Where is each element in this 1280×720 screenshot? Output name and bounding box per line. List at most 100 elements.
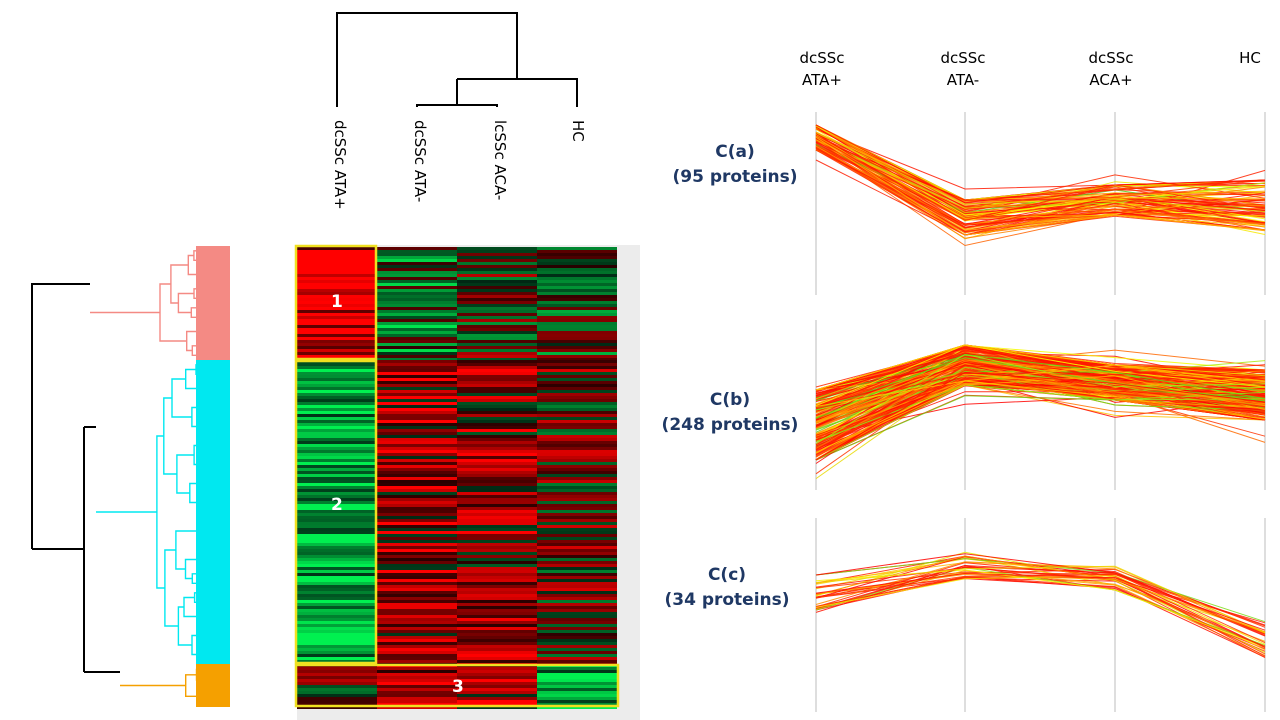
heatmap-cell (457, 603, 537, 606)
heatmap-cell (457, 375, 537, 378)
heatmap-cell (377, 286, 457, 289)
heatmap-cell (457, 561, 537, 564)
heatmap-cell (537, 399, 617, 402)
heatmap-cell (457, 390, 537, 393)
heatmap-cell (537, 534, 617, 537)
heatmap-cell (377, 636, 457, 639)
heatmap-cell (297, 537, 377, 540)
heatmap-cell (537, 325, 617, 328)
heatmap-cell (297, 540, 377, 543)
heatmap-cell (297, 372, 377, 375)
heatmap-cell (297, 331, 377, 334)
heatmap-cell (537, 292, 617, 295)
heatmap-cell (377, 262, 457, 265)
heatmap-cell (377, 537, 457, 540)
heatmap-cell (537, 642, 617, 645)
profile-line (815, 344, 1266, 407)
heatmap-cell (377, 349, 457, 352)
heatmap-cell (457, 366, 537, 369)
heatmap-cell (457, 483, 537, 486)
heatmap-cell (297, 504, 377, 507)
heatmap-cell (537, 504, 617, 507)
heatmap-cell (377, 411, 457, 414)
heatmap-cell (537, 522, 617, 525)
heatmap-cell (377, 588, 457, 591)
heatmap-cell (377, 301, 457, 304)
heatmap-cell (457, 414, 537, 417)
heatmap-cell (537, 676, 617, 679)
heatmap-cell (537, 462, 617, 465)
heatmap-cell (457, 679, 537, 682)
heatmap-cell (297, 402, 377, 405)
profile-line (815, 125, 1266, 201)
heatmap-cell (297, 507, 377, 510)
heatmap-cell (377, 393, 457, 396)
heatmap-cell (297, 600, 377, 603)
heatmap-cell (537, 691, 617, 694)
heatmap-cell (457, 301, 537, 304)
heatmap-cell (377, 426, 457, 429)
heatmap-cell (297, 375, 377, 378)
heatmap-cell (537, 537, 617, 540)
heatmap-cell (537, 597, 617, 600)
heatmap-cell (457, 268, 537, 271)
profile-line (815, 136, 1266, 226)
heatmap-cell (457, 262, 537, 265)
heatmap-cell (297, 486, 377, 489)
heatmap-cell (297, 576, 377, 579)
heatmap-cell (537, 489, 617, 492)
heatmap-cell (297, 280, 377, 283)
heatmap-cell (537, 570, 617, 573)
heatmap-cell (297, 399, 377, 402)
heatmap-cell (297, 513, 377, 516)
heatmap-cell (537, 417, 617, 420)
heatmap-cell (457, 670, 537, 673)
profile-plots (815, 112, 1266, 712)
heatmap-cell (457, 588, 537, 591)
heatmap-cell (377, 334, 457, 337)
heatmap-cell (297, 564, 377, 567)
heatmap-cell (297, 340, 377, 343)
heatmap-cell (377, 510, 457, 513)
heatmap-cell (457, 564, 537, 567)
heatmap-cell (537, 390, 617, 393)
heatmap-cell (537, 450, 617, 453)
profile-line (815, 124, 1266, 204)
heatmap-cell (457, 360, 537, 363)
heatmap-cell (297, 319, 377, 322)
heatmap-cell (537, 697, 617, 700)
heatmap-cell (457, 703, 537, 706)
heatmap-cell (377, 703, 457, 706)
heatmap (294, 244, 640, 720)
heatmap-cell (297, 570, 377, 573)
heatmap-cell (377, 519, 457, 522)
heatmap-cell (537, 277, 617, 280)
heatmap-cell (377, 247, 457, 250)
heatmap-cell (457, 615, 537, 618)
heatmap-cell (457, 549, 537, 552)
heatmap-cell (377, 552, 457, 555)
heatmap-cell (537, 648, 617, 651)
heatmap-cell (377, 676, 457, 679)
heatmap-cell (377, 432, 457, 435)
heatmap-cell (377, 399, 457, 402)
heatmap-cell (457, 528, 537, 531)
heatmap-cell (297, 498, 377, 501)
heatmap-cell (457, 304, 537, 307)
heatmap-cell (457, 250, 537, 253)
heatmap-cell (457, 358, 537, 361)
heatmap-cell (297, 639, 377, 642)
heatmap-cell (537, 444, 617, 447)
heatmap-cell (457, 313, 537, 316)
row-dendrogram-root (31, 283, 120, 673)
heatmap-cell (457, 543, 537, 546)
heatmap-cell (297, 627, 377, 630)
heatmap-cell (457, 274, 537, 277)
heatmap-cell (457, 456, 537, 459)
heatmap-cell (537, 328, 617, 331)
heatmap-cell (537, 667, 617, 670)
heatmap-cell (377, 277, 457, 280)
heatmap-cell (457, 298, 537, 301)
heatmap-cell (297, 624, 377, 627)
heatmap-cell (297, 304, 377, 307)
